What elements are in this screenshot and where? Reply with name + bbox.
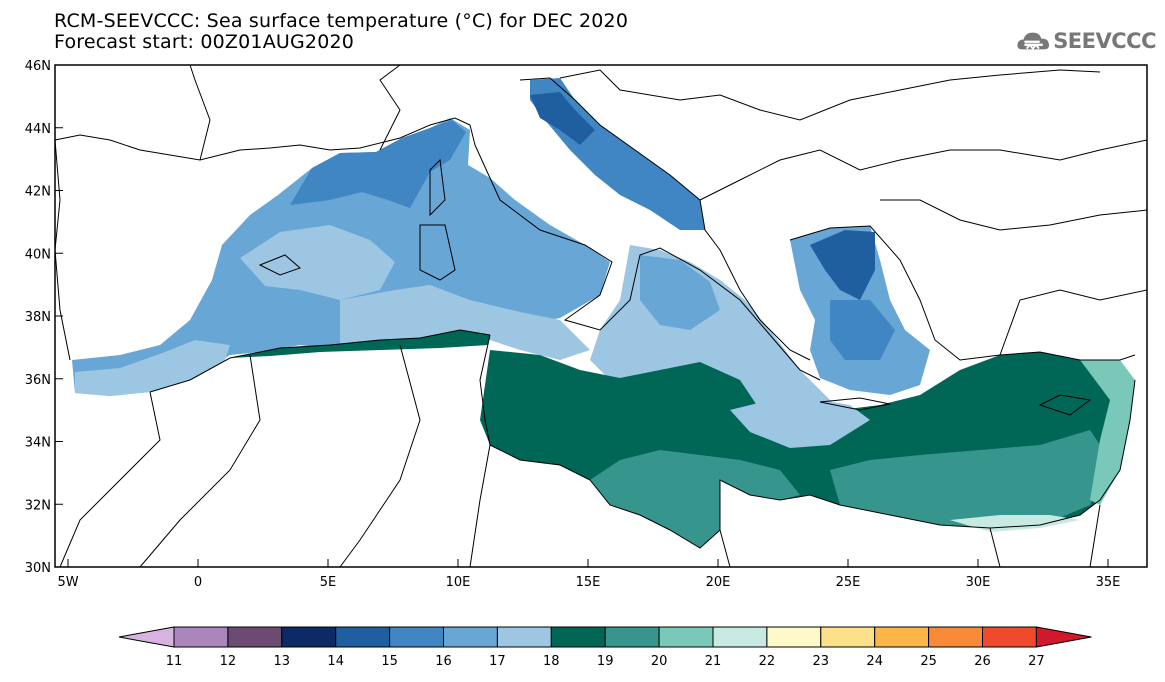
colorbar-swatch bbox=[389, 626, 445, 648]
sst-region-levant-coast bbox=[1080, 360, 1135, 505]
lat-tick-label: 36N bbox=[25, 373, 51, 388]
colorbar: 11 12 13 14 15 16 17 18 19 20 21 22 23 24 25 26 27 bbox=[118, 626, 1092, 669]
colorbar-label: 12 bbox=[220, 654, 237, 669]
colorbar-swatch bbox=[874, 626, 930, 648]
forecast-start-subtitle: Forecast start: 00Z01AUG2020 bbox=[54, 31, 355, 53]
sst-region-aegean-mid bbox=[830, 300, 895, 360]
lat-tick-label: 32N bbox=[25, 498, 51, 513]
colorbar-label: 14 bbox=[327, 654, 344, 669]
lon-tick-label: 20E bbox=[706, 575, 731, 590]
logo-text: SEEVCCC bbox=[1053, 29, 1156, 53]
colorbar-swatch bbox=[982, 626, 1037, 648]
sst-region-north-adriatic bbox=[530, 92, 595, 145]
coastlines bbox=[54, 64, 1148, 568]
lon-tick-label: 15E bbox=[576, 575, 601, 590]
colorbar-swatch bbox=[766, 626, 822, 648]
colorbar-swatch bbox=[712, 626, 768, 648]
colorbar-label: 13 bbox=[274, 654, 291, 669]
colorbar-swatch bbox=[281, 626, 337, 648]
colorbar-swatch bbox=[658, 626, 714, 648]
lon-tick-label: 5E bbox=[320, 575, 337, 590]
sst-region-balearic bbox=[240, 225, 395, 300]
sst-region-alboran bbox=[75, 340, 230, 396]
colorbar-label: 11 bbox=[166, 654, 183, 669]
colorbar-label: 21 bbox=[705, 654, 722, 669]
lon-tick-label: 0 bbox=[194, 575, 202, 590]
colorbar-label: 26 bbox=[974, 654, 991, 669]
sst-region-north-aegean bbox=[810, 230, 875, 300]
colorbar-label: 20 bbox=[651, 654, 668, 669]
lon-tick-label: 35E bbox=[1096, 575, 1121, 590]
longitude-axis: 5W 0 5E 10E 15E 20E 25E 30E 35E bbox=[57, 559, 1120, 590]
colorbar-label: 24 bbox=[866, 654, 883, 669]
lat-tick-label: 46N bbox=[25, 59, 51, 74]
sst-field bbox=[72, 78, 1135, 548]
colorbar-label: 15 bbox=[381, 654, 398, 669]
latitude-axis: 46N 44N 42N 40N 38N 36N 34N 32N 30N bbox=[25, 59, 63, 576]
colorbar-swatch bbox=[550, 626, 606, 648]
sst-region-libyan-shelf bbox=[590, 450, 800, 548]
sst-region-cretan bbox=[730, 398, 870, 448]
sst-region-ligurian bbox=[290, 120, 466, 208]
colorbar-swatch bbox=[227, 626, 283, 648]
colorbar-label: 16 bbox=[435, 654, 452, 669]
colorbar-swatch bbox=[928, 626, 983, 648]
colorbar-label: 27 bbox=[1028, 654, 1045, 669]
colorbar-swatch bbox=[335, 626, 391, 648]
seevccc-logo: SEEVCCC bbox=[1016, 22, 1156, 60]
sst-region-tyrrhenian bbox=[455, 200, 580, 310]
colorbar-swatch bbox=[443, 626, 498, 648]
colorbar-label: 22 bbox=[759, 654, 776, 669]
lon-tick-label: 30E bbox=[966, 575, 991, 590]
lat-tick-label: 40N bbox=[25, 247, 51, 262]
colorbar-high-extension bbox=[1035, 626, 1092, 648]
lat-tick-label: 30N bbox=[25, 561, 51, 576]
lon-tick-label: 10E bbox=[446, 575, 471, 590]
colorbar-label: 18 bbox=[543, 654, 560, 669]
colorbar-label: 19 bbox=[597, 654, 614, 669]
colorbar-swatch bbox=[604, 626, 660, 648]
lat-tick-label: 44N bbox=[25, 122, 51, 137]
colorbar-label: 23 bbox=[813, 654, 830, 669]
lat-tick-label: 38N bbox=[25, 310, 51, 325]
colorbar-low-extension bbox=[118, 626, 175, 648]
sst-region-egypt-shelf bbox=[830, 430, 1110, 528]
colorbar-swatch bbox=[173, 626, 229, 648]
lon-tick-label: 5W bbox=[57, 575, 78, 590]
colorbar-label: 25 bbox=[920, 654, 937, 669]
colorbar-label: 17 bbox=[489, 654, 506, 669]
lat-tick-label: 34N bbox=[25, 436, 51, 451]
colorbar-swatch bbox=[496, 626, 552, 648]
lon-tick-label: 25E bbox=[836, 575, 861, 590]
lat-tick-label: 42N bbox=[25, 185, 51, 200]
map-title: RCM-SEEVCCC: Sea surface temperature (°C… bbox=[54, 10, 629, 32]
cloud-logo-icon bbox=[1017, 32, 1049, 51]
sst-region-ionian-north bbox=[640, 255, 720, 330]
colorbar-swatch bbox=[820, 626, 876, 648]
